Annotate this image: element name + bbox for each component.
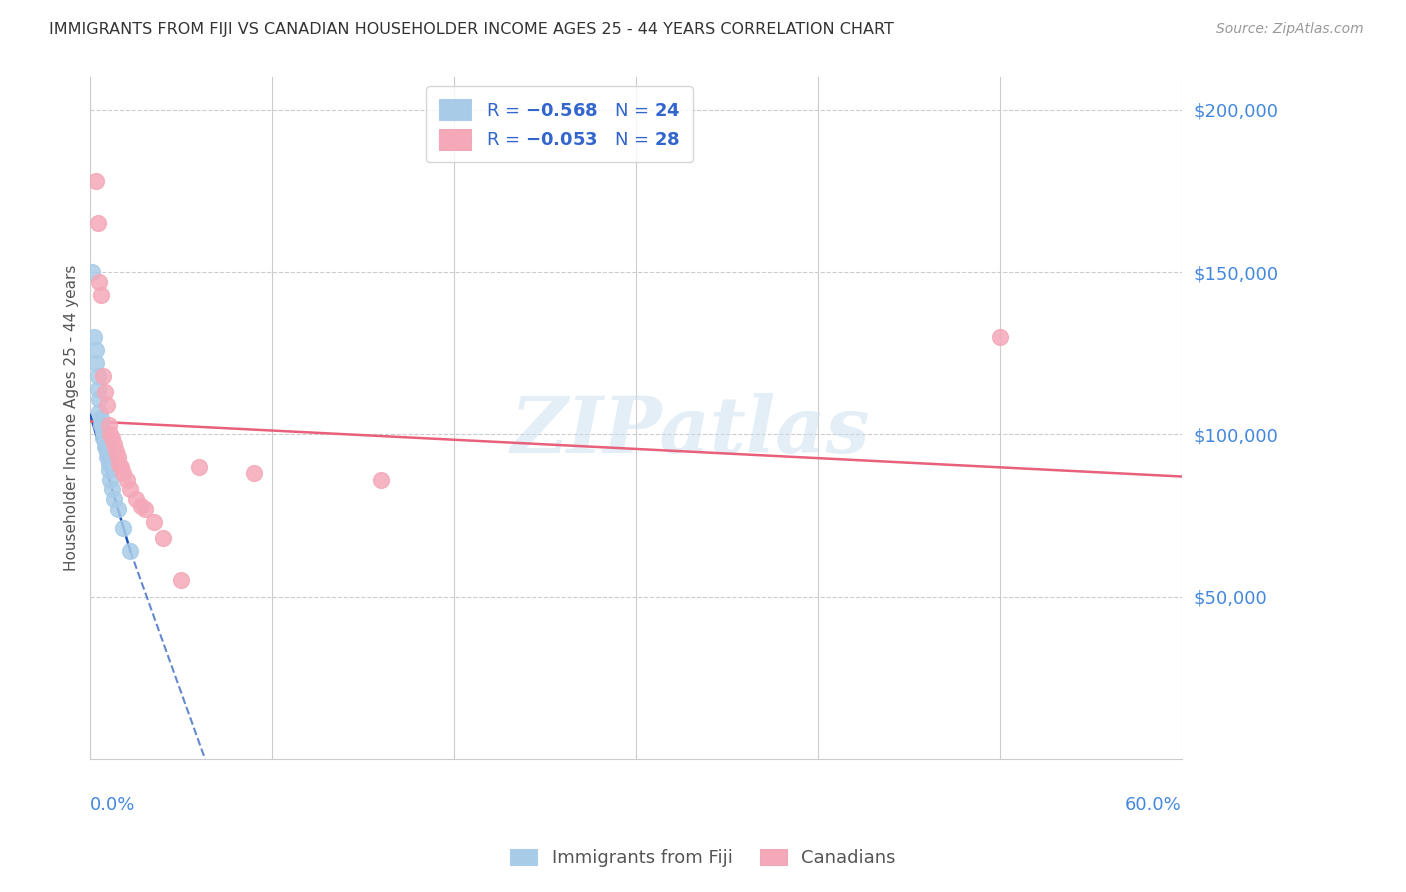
Point: [89, 392, 111, 406]
Point: [84, 356, 107, 370]
Point: [243, 467, 266, 481]
Point: [97, 417, 120, 432]
Point: [96, 450, 118, 464]
Point: [98, 427, 121, 442]
Point: [988, 330, 1011, 344]
Point: [120, 544, 142, 558]
Text: ZIPatlas: ZIPatlas: [510, 393, 870, 470]
Text: 0.0%: 0.0%: [90, 797, 136, 814]
Point: [129, 499, 152, 513]
Point: [152, 531, 174, 545]
Legend: R = $\mathbf{-0.568}$   N = $\mathbf{24}$, R = $\mathbf{-0.053}$   N = $\mathbf{: R = $\mathbf{-0.568}$ N = $\mathbf{24}$,…: [426, 87, 693, 162]
Point: [94, 385, 117, 400]
Point: [188, 459, 211, 474]
Point: [91, 424, 114, 438]
Point: [134, 502, 156, 516]
Point: [89, 404, 111, 418]
Point: [91, 431, 114, 445]
Point: [91, 368, 114, 383]
Point: [101, 483, 124, 497]
Point: [96, 398, 118, 412]
Point: [101, 431, 124, 445]
Point: [94, 434, 117, 448]
Point: [94, 440, 117, 454]
Point: [83, 330, 105, 344]
Text: IMMIGRANTS FROM FIJI VS CANADIAN HOUSEHOLDER INCOME AGES 25 - 44 YEARS CORRELATI: IMMIGRANTS FROM FIJI VS CANADIAN HOUSEHO…: [49, 22, 894, 37]
Point: [84, 174, 107, 188]
Point: [107, 502, 129, 516]
Point: [170, 574, 193, 588]
Point: [97, 457, 120, 471]
Point: [89, 275, 111, 289]
Point: [120, 483, 142, 497]
Point: [103, 437, 125, 451]
Point: [90, 417, 112, 432]
Point: [125, 492, 148, 507]
Point: [90, 288, 112, 302]
Point: [104, 443, 127, 458]
Point: [103, 492, 125, 507]
Point: [143, 515, 166, 529]
Point: [84, 343, 107, 357]
Point: [115, 473, 138, 487]
Point: [112, 521, 135, 535]
Point: [86, 368, 108, 383]
Point: [90, 411, 112, 425]
Point: [96, 443, 118, 458]
Point: [86, 382, 108, 396]
Point: [370, 473, 392, 487]
Point: [112, 467, 135, 481]
Text: 60.0%: 60.0%: [1125, 797, 1181, 814]
Y-axis label: Householder Income Ages 25 - 44 years: Householder Income Ages 25 - 44 years: [65, 265, 79, 571]
Point: [97, 463, 120, 477]
Point: [86, 216, 108, 230]
Text: Source: ZipAtlas.com: Source: ZipAtlas.com: [1216, 22, 1364, 37]
Point: [110, 459, 132, 474]
Point: [82, 265, 104, 279]
Point: [107, 450, 129, 464]
Legend: Immigrants from Fiji, Canadians: Immigrants from Fiji, Canadians: [503, 841, 903, 874]
Point: [108, 457, 131, 471]
Point: [98, 473, 121, 487]
